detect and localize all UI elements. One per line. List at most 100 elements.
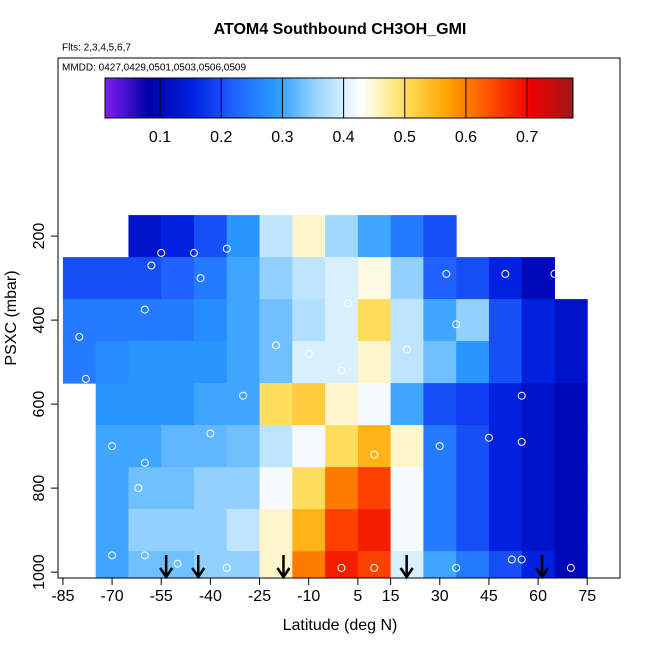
colorbar-tick-label: 0.6	[455, 129, 477, 146]
colorbar-strip	[115, 78, 118, 118]
heat-cell	[554, 467, 588, 510]
colorbar-strip	[421, 78, 424, 118]
heat-cell	[554, 299, 588, 342]
heat-cell	[456, 467, 490, 510]
heat-cell	[292, 299, 326, 342]
heat-cell	[357, 383, 392, 426]
data-point	[370, 450, 379, 459]
colorbar-strip	[361, 78, 364, 118]
colorbar-strip	[295, 78, 298, 118]
colorbar-strip	[349, 78, 352, 118]
colorbar-strip	[141, 78, 144, 118]
heat-cell	[325, 509, 359, 552]
heat-cell	[292, 383, 326, 426]
colorbar-strip	[293, 78, 296, 118]
heat-cell	[226, 425, 261, 468]
heat-cell	[62, 257, 97, 300]
colorbar-strip	[203, 78, 206, 118]
colorbar-strip	[183, 78, 186, 118]
data-point	[108, 442, 117, 451]
heat-cell	[128, 299, 162, 342]
data-point	[304, 349, 313, 358]
heat-cell	[95, 509, 129, 552]
colorbar-strip	[157, 78, 160, 118]
colorbar-strip	[331, 78, 334, 118]
heat-cell	[292, 215, 326, 258]
heat-cell	[161, 257, 195, 300]
colorbar-strip	[239, 78, 242, 118]
heat-cell	[488, 299, 523, 342]
heat-cell	[423, 509, 457, 552]
heat-cell	[259, 383, 293, 426]
colorbar-strip	[405, 78, 408, 118]
colorbar-strip	[429, 78, 432, 118]
colorbar-strip	[105, 78, 108, 118]
colorbar-strip	[313, 78, 316, 118]
heat-cell	[390, 341, 424, 384]
x-tick-label: -10	[297, 588, 320, 605]
heat-cell	[226, 467, 261, 510]
flight-arrow	[534, 555, 550, 580]
colorbar-strip	[187, 78, 190, 118]
colorbar-strip	[125, 78, 128, 118]
heat-cell	[128, 383, 162, 426]
colorbar-strip	[461, 78, 464, 118]
colorbar-strip	[489, 78, 492, 118]
colorbar-strip	[471, 78, 474, 118]
colorbar-strip	[143, 78, 146, 118]
colorbar-strip	[267, 78, 270, 118]
colorbar-strip	[179, 78, 182, 118]
heat-cell	[292, 467, 326, 510]
colorbar-strip	[453, 78, 456, 118]
colorbar-strip	[565, 78, 568, 118]
subtitle: Flts: 2,3,4,5,6,7	[62, 43, 131, 54]
colorbar-strip	[379, 78, 382, 118]
heat-cell	[128, 467, 162, 510]
colorbar-strip	[335, 78, 338, 118]
colorbar-tick-label: 0.1	[149, 129, 171, 146]
colorbar-tick-label: 0.3	[271, 129, 293, 146]
heat-cell	[259, 467, 293, 510]
data-point	[517, 437, 526, 446]
colorbar-strip	[467, 78, 470, 118]
heat-cell	[292, 551, 326, 578]
heat-cell	[357, 341, 392, 384]
colorbar-tick-label: 0.2	[210, 129, 232, 146]
heat-cell	[488, 551, 523, 578]
colorbar-strip	[545, 78, 548, 118]
heat-cell	[390, 257, 424, 300]
colorbar-strip	[395, 78, 398, 118]
heat-cell	[357, 467, 392, 510]
colorbar-strip	[251, 78, 254, 118]
colorbar-strip	[485, 78, 488, 118]
colorbar-strip	[199, 78, 202, 118]
colorbar-strip	[391, 78, 394, 118]
data-point	[370, 563, 379, 572]
colorbar-strip	[455, 78, 458, 118]
heat-cell	[390, 299, 424, 342]
data-point	[452, 320, 461, 329]
heat-cell	[325, 467, 359, 510]
heat-cell	[423, 383, 457, 426]
heat-cell	[521, 425, 555, 468]
colorbar-strip	[181, 78, 184, 118]
heat-cell	[95, 257, 129, 300]
colorbar-strip	[131, 78, 134, 118]
colorbar-strip	[299, 78, 302, 118]
colorbar-strip	[479, 78, 482, 118]
heat-cell	[292, 257, 326, 300]
colorbar-strip	[211, 78, 214, 118]
plot-frame	[57, 57, 621, 579]
colorbar-strip	[377, 78, 380, 118]
colorbar-strip	[427, 78, 430, 118]
colorbar-tick-label: 0.5	[394, 129, 416, 146]
colorbar-strip	[443, 78, 446, 118]
heat-cell	[521, 509, 555, 552]
data-point	[435, 442, 444, 451]
heat-cell	[193, 341, 228, 384]
colorbar-strip	[385, 78, 388, 118]
colorbar-strip	[263, 78, 266, 118]
colorbar-strip	[531, 78, 534, 118]
colorbar-strip	[419, 78, 422, 118]
colorbar-strip	[561, 78, 564, 118]
